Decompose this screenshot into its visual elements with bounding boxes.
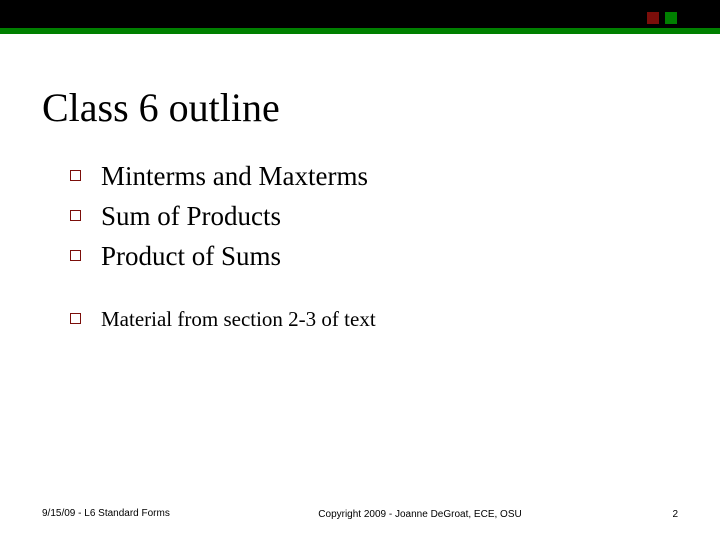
bullet-list: Minterms and Maxterms Sum of Products Pr…: [70, 160, 660, 340]
footer-left: 9/15/09 - L6 Standard Forms: [42, 508, 202, 520]
decor-box-red: [646, 11, 660, 25]
list-gap: [70, 279, 660, 305]
decor-box-green: [664, 11, 678, 25]
bullet-square-icon: [70, 250, 81, 261]
bullet-text: Material from section 2-3 of text: [101, 305, 376, 333]
top-bar-black: [0, 0, 720, 28]
list-item: Minterms and Maxterms: [70, 160, 660, 194]
list-item: Material from section 2-3 of text: [70, 305, 660, 333]
list-item: Sum of Products: [70, 200, 660, 234]
bullet-square-icon: [70, 313, 81, 324]
bullet-text: Minterms and Maxterms: [101, 160, 368, 194]
footer-page-number: 2: [638, 509, 678, 520]
bullet-square-icon: [70, 210, 81, 221]
slide-footer: 9/15/09 - L6 Standard Forms Copyright 20…: [42, 508, 678, 520]
slide-title: Class 6 outline: [42, 84, 280, 131]
list-item: Product of Sums: [70, 240, 660, 274]
top-bar: [0, 0, 720, 36]
bullet-text: Product of Sums: [101, 240, 281, 274]
slide: Class 6 outline Minterms and Maxterms Su…: [0, 0, 720, 540]
footer-center: Copyright 2009 - Joanne DeGroat, ECE, OS…: [202, 509, 638, 520]
top-bar-green-strip: [0, 28, 720, 34]
bullet-text: Sum of Products: [101, 200, 281, 234]
bullet-square-icon: [70, 170, 81, 181]
